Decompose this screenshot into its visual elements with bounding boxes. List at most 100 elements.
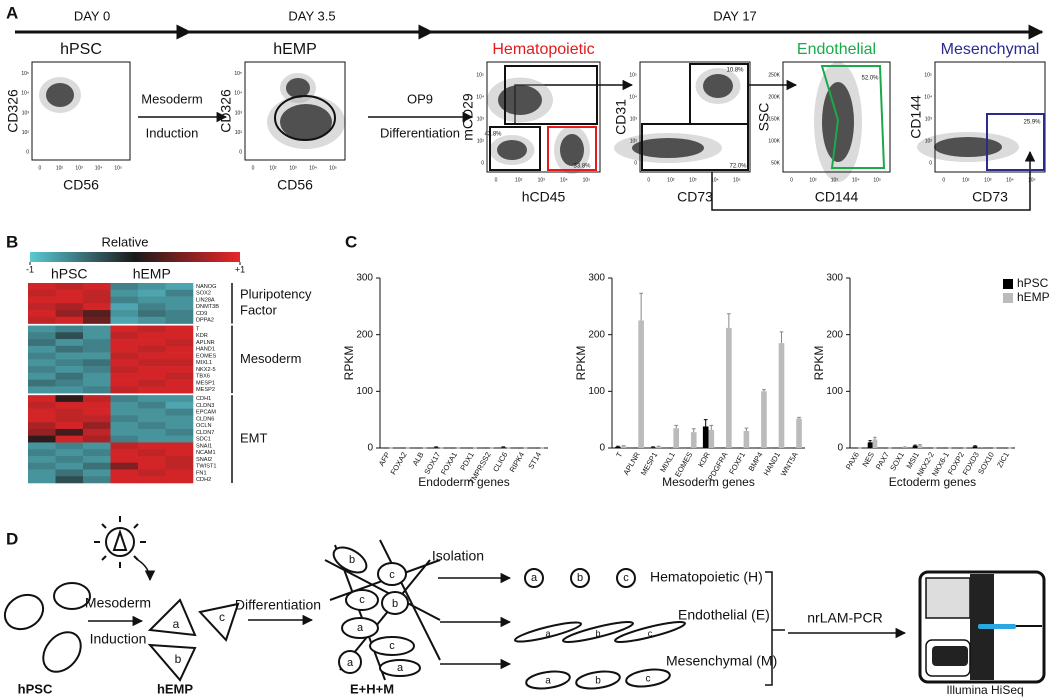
heatmap-cell (138, 476, 166, 484)
bar (690, 432, 697, 448)
x-tick-label: MESP1 (639, 450, 660, 477)
error-bar (621, 445, 626, 447)
y-tick-label: 10⁴ (234, 91, 242, 97)
flow-plot: CD73 CD31 0 10² 10³ 10⁴ 10⁵ 0 10² 10³ 10⁴ 10⁵ 10.8% 7… (613, 61, 751, 205)
row-label: CLDN3 (196, 403, 214, 409)
y-tick-label: 300 (588, 273, 605, 284)
x-axis-label: CD73 (677, 189, 713, 205)
heatmap-cell (110, 401, 139, 409)
x-tick-label: 10² (962, 177, 970, 183)
row-label: TBX6 (196, 374, 210, 380)
error-bar (639, 292, 643, 321)
heatmap-cell (138, 455, 166, 464)
plot-frame (31, 61, 131, 161)
heatmap-cell (110, 296, 139, 304)
y-tick-label: 100K (768, 139, 780, 145)
gate-percent: 72.0% (729, 164, 747, 170)
heatmap-cell (138, 449, 166, 457)
heatmap-cell (138, 401, 166, 409)
x-axis-label: Mesoderm genes (662, 475, 755, 489)
heatmap-cell (110, 469, 139, 477)
lineage-label: Mesenchymal (M) (666, 653, 777, 669)
x-tick-label: ST14 (526, 450, 543, 470)
bar (500, 447, 506, 448)
x-tick-label: 10³ (831, 177, 839, 183)
y-tick-label: 10⁵ (21, 71, 29, 77)
row-label: CD9 (196, 311, 207, 317)
y-axis-label: CD144 (908, 95, 924, 139)
heatmap-cell (83, 303, 111, 311)
flow-plot: Hematopoietic hCD45 mCD29 0 10² 10³ 10⁴ 10⁵ 0 10²… (460, 41, 601, 205)
error-bar (434, 446, 438, 448)
colorbar-label: Relative (102, 234, 149, 249)
x-tick-label: 10⁴ (309, 165, 317, 171)
heatmap-cell (165, 386, 194, 394)
timeline: DAY 0 DAY 3.5 DAY 17 (15, 8, 1044, 40)
heatmap-cell (28, 316, 56, 324)
error-bar (703, 419, 708, 427)
x-tick-label: 0 (942, 177, 945, 183)
y-tick-label: 0 (239, 149, 242, 155)
heatmap-cell (83, 352, 111, 360)
heatmap-cell (110, 289, 139, 297)
legend-swatch (1003, 293, 1013, 303)
plot-title: hEMP (273, 41, 317, 58)
lineage-label: Endothelial (E) (678, 607, 770, 623)
heatmap-cell (138, 415, 166, 423)
y-tick-label: 10³ (477, 117, 485, 123)
row-label: MIXL1 (196, 360, 212, 366)
timeline-label: DAY 3.5 (288, 8, 335, 23)
heatmap-cell (138, 352, 166, 360)
heatmap-cell (28, 352, 56, 360)
heatmap-cell (110, 449, 139, 457)
y-tick-label: 300 (356, 273, 373, 284)
heatmap-cell (83, 449, 111, 457)
x-tick-label: BMP4 (747, 450, 765, 472)
x-tick-label: 10⁵ (1028, 177, 1036, 183)
step-label: nrLAM-PCR (807, 610, 882, 626)
x-tick-label: 0 (647, 177, 650, 183)
y-tick-label: 10³ (630, 117, 638, 123)
row-label: NCAM1 (196, 450, 216, 456)
heatmap-cell (138, 428, 166, 436)
y-axis-label: CD326 (5, 89, 21, 133)
bar (778, 343, 785, 448)
heatmap-cell (55, 408, 84, 416)
x-tick-label: AFP (377, 450, 392, 467)
error-bar (762, 389, 766, 392)
heatmap-cell (83, 469, 111, 477)
y-tick-label: 10⁴ (924, 95, 932, 101)
plot-title: Endothelial (797, 41, 876, 58)
heatmap-cell (28, 296, 56, 304)
x-tick-label: ZIC1 (995, 450, 1011, 469)
row-label: CDH2 (196, 477, 211, 483)
bar (650, 447, 656, 448)
y-tick-label: 0 (481, 161, 484, 167)
panel-label: C (345, 232, 357, 251)
error-bar (691, 428, 696, 433)
bar (620, 446, 627, 448)
x-tick-label: 10² (56, 165, 64, 171)
bar (433, 447, 439, 448)
row-label: SNAI1 (196, 443, 212, 449)
x-tick-label: 10⁵ (583, 177, 591, 183)
row-label: NANOG (196, 284, 217, 290)
heatmap-cell (138, 325, 166, 333)
heatmap-cell (28, 442, 56, 450)
timeline-label: DAY 17 (713, 8, 757, 23)
heatmap-cell (165, 296, 194, 304)
plot-title: Hematopoietic (492, 41, 594, 58)
heatmap-cell (110, 303, 139, 311)
heatmap-cell (165, 449, 194, 457)
plot-title: Mesenchymal (941, 41, 1040, 58)
y-axis-label: RPKM (574, 346, 588, 381)
heatmap-cell (138, 283, 166, 291)
error-bar (873, 436, 877, 440)
heatmap-cell (55, 469, 84, 477)
gate-percent: 10.8% (726, 68, 744, 74)
heatmap-cell (165, 422, 194, 430)
heatmap-cell (83, 379, 111, 387)
heatmap-cell (110, 476, 139, 484)
bar (796, 418, 802, 448)
x-axis-label: CD56 (277, 177, 313, 193)
